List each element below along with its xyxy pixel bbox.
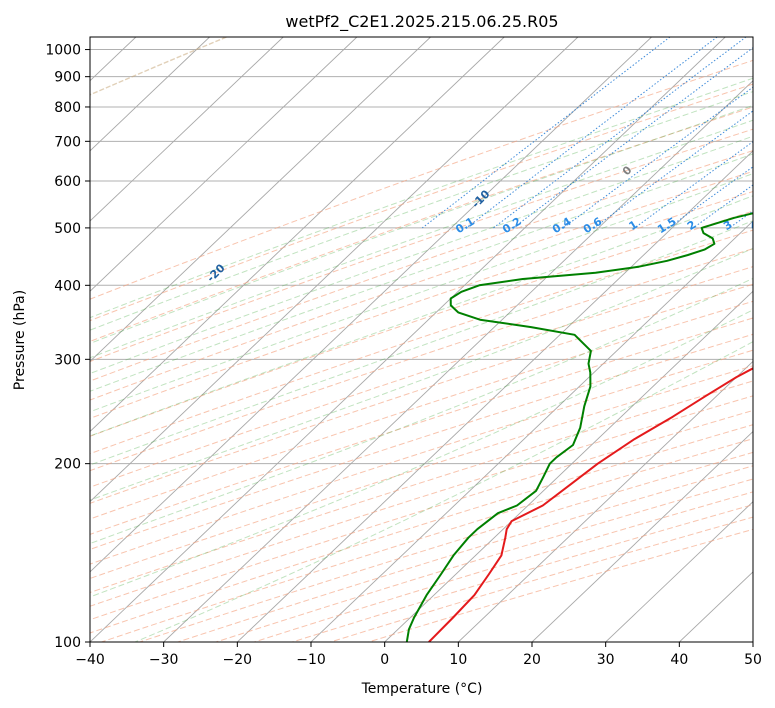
x-tick-label: 20	[523, 652, 541, 668]
dry-adiabat-line	[90, 210, 753, 437]
profile-layer	[405, 212, 753, 642]
mixing-ratio-line	[668, 166, 753, 229]
x-axis: −40 −30 −20 −10 0 10 20 30 40 50	[75, 642, 762, 668]
dry-adiabat-line	[90, 317, 753, 535]
temperature-profile-line	[428, 367, 753, 642]
isotherm-line	[90, 37, 726, 642]
x-tick-label: 10	[449, 652, 467, 668]
moist-adiabat-line	[90, 104, 753, 344]
mixing-ratio-line	[593, 110, 753, 229]
x-tick-label: 50	[744, 652, 762, 668]
y-axis: 1000 900 800 700 600 500 400 300 200 100	[45, 43, 90, 651]
isotherm-line	[90, 37, 431, 362]
x-tick-label: 40	[670, 652, 688, 668]
isotherm-line	[90, 37, 358, 292]
isotherm-line	[90, 37, 579, 503]
dry-adiabat-line	[90, 349, 753, 565]
isotherm-line	[384, 290, 753, 642]
y-tick-label: 900	[54, 70, 81, 86]
chart-title: wetPf2_C2E1.2025.215.06.25.R05	[285, 12, 558, 32]
isotherm-line	[458, 360, 753, 642]
dry-adiabat-line	[101, 438, 753, 642]
y-axis-label: Pressure (hPa)	[12, 290, 28, 390]
y-tick-label: 300	[54, 352, 81, 368]
dry-adiabat-line	[90, 106, 753, 342]
y-tick-label: 600	[54, 174, 81, 190]
mixing-ratio-line	[512, 47, 753, 229]
dewpoint-profile-line	[405, 212, 753, 642]
y-tick-label: 800	[54, 100, 81, 116]
isotherm-line	[90, 37, 505, 433]
isotherm-line	[531, 430, 753, 642]
x-tick-label: −10	[296, 652, 326, 668]
moist-adiabat-line	[90, 77, 753, 319]
moist-adiabat-line	[90, 173, 753, 413]
dry-adiabat-line	[90, 380, 753, 594]
dry-adiabat-line	[90, 128, 753, 363]
mixing-ratio-line	[493, 37, 747, 229]
y-tick-label: 400	[54, 278, 81, 294]
isotherm-line	[90, 37, 210, 152]
dry-adiabat-line	[90, 333, 753, 550]
dry-adiabat-line	[90, 191, 753, 419]
x-tick-label: −20	[223, 652, 253, 668]
dry-adiabat-line	[90, 248, 753, 472]
moist-adiabat-line	[90, 135, 753, 375]
y-tick-label: 1000	[45, 43, 81, 59]
moist-adiabat-line	[90, 309, 753, 598]
x-tick-label: −30	[149, 652, 179, 668]
dry-adiabat-line	[368, 528, 753, 642]
isotherm-line	[163, 80, 753, 642]
isotherm-line	[237, 150, 753, 642]
dry-adiabat-line	[215, 478, 753, 642]
grid-layer	[90, 37, 753, 642]
moist-adiabat-line	[90, 119, 753, 359]
y-tick-label: 700	[54, 134, 81, 150]
x-tick-label: 0	[380, 652, 389, 668]
isotherm-line	[90, 37, 284, 222]
moist-adiabat-line	[90, 91, 753, 331]
isotherm-line	[90, 37, 652, 573]
dry-adiabat-line	[177, 465, 753, 642]
mixing-ratio-label: 4	[748, 218, 762, 233]
dry-adiabat-line	[90, 283, 753, 504]
y-tick-label: 200	[54, 457, 81, 473]
y-tick-label: 100	[54, 635, 81, 651]
dry-adiabat-line	[139, 451, 753, 642]
dry-adiabat-line	[90, 266, 753, 488]
isotherm-line	[310, 220, 753, 642]
x-axis-label: Temperature (°C)	[361, 681, 483, 697]
dry-adiabat-line	[292, 504, 753, 642]
x-tick-label: −40	[75, 652, 105, 668]
dry-adiabat-line	[90, 409, 753, 621]
moist-adiabat-line	[134, 341, 753, 642]
mixing-ratio-line	[465, 37, 718, 229]
moist-adiabat-line	[90, 195, 753, 437]
x-tick-label: 30	[597, 652, 615, 668]
y-tick-label: 500	[54, 221, 81, 237]
plot-frame	[89, 36, 754, 643]
